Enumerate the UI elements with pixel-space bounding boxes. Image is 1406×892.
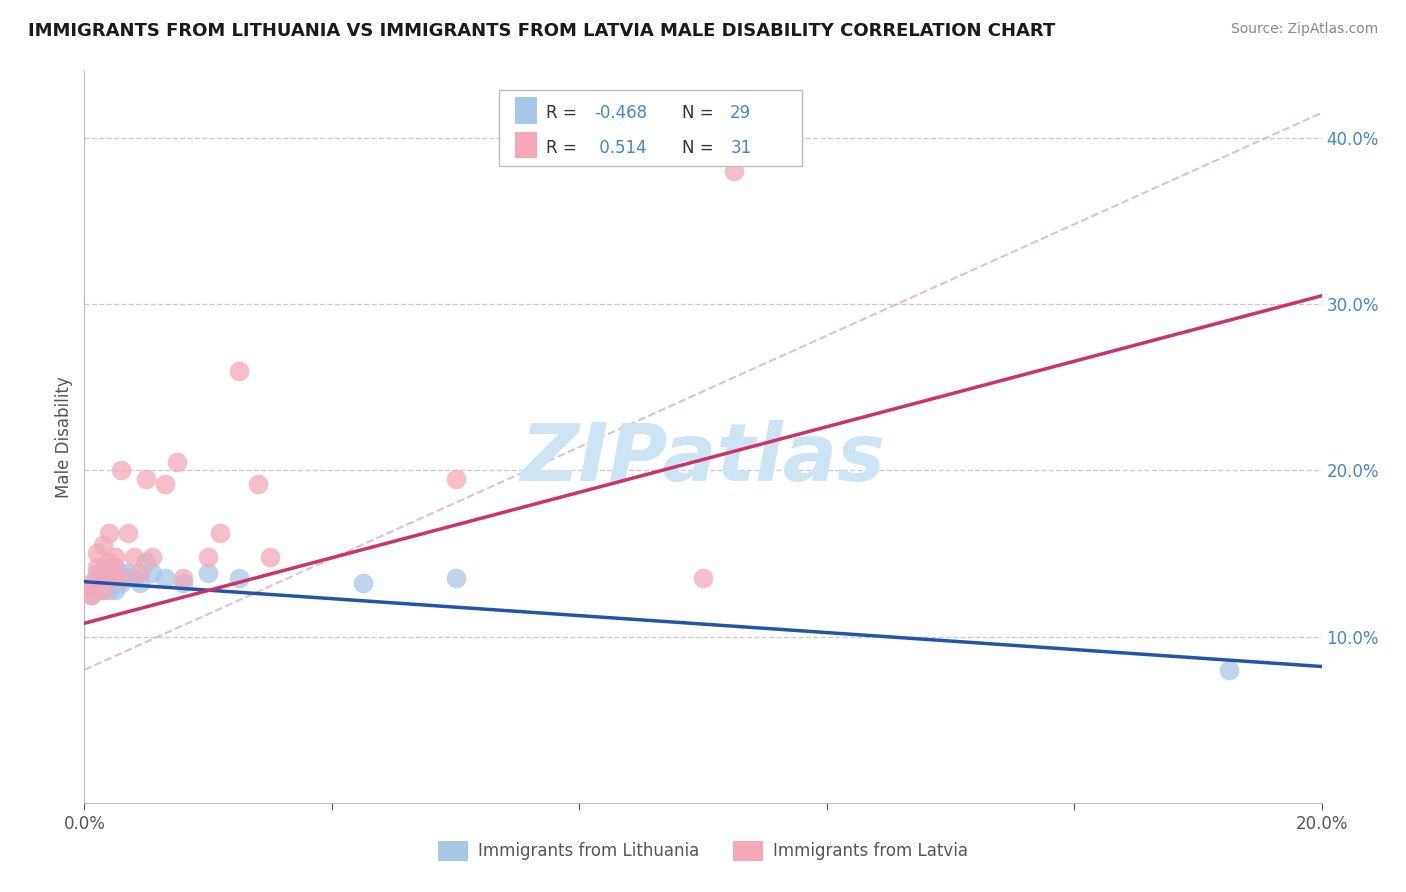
Point — [104, 559, 127, 574]
Point — [86, 566, 108, 581]
Point — [444, 571, 467, 585]
Point — [86, 571, 108, 585]
Point — [110, 566, 132, 581]
Point — [197, 549, 219, 564]
Text: R =: R = — [546, 103, 582, 122]
Point — [172, 576, 194, 591]
Point — [91, 582, 114, 597]
Text: -0.468: -0.468 — [595, 103, 647, 122]
Point — [91, 582, 114, 597]
Point — [79, 580, 101, 594]
Point — [1218, 663, 1240, 677]
Text: R =: R = — [546, 138, 582, 156]
Point — [79, 588, 101, 602]
Point — [91, 563, 114, 577]
Point — [129, 576, 152, 591]
Point — [153, 571, 176, 585]
Point — [104, 582, 127, 597]
Point — [122, 549, 145, 564]
Point — [110, 576, 132, 591]
Point — [723, 164, 745, 178]
Point — [91, 571, 114, 585]
Point — [172, 571, 194, 585]
Point — [98, 566, 121, 581]
Text: 29: 29 — [730, 103, 751, 122]
Point — [86, 546, 108, 560]
Point — [104, 549, 127, 564]
Point — [166, 455, 188, 469]
Point — [259, 549, 281, 564]
Point — [79, 582, 101, 597]
Point — [444, 472, 467, 486]
Point — [135, 555, 157, 569]
Point — [79, 576, 101, 591]
Text: N =: N = — [682, 103, 718, 122]
Point — [86, 576, 108, 591]
Point — [98, 582, 121, 597]
Point — [104, 566, 127, 581]
Point — [86, 582, 108, 597]
Point — [98, 526, 121, 541]
Point — [228, 363, 250, 377]
Point — [197, 566, 219, 581]
Point — [122, 571, 145, 585]
Point — [209, 526, 232, 541]
Text: N =: N = — [682, 138, 718, 156]
Y-axis label: Male Disability: Male Disability — [55, 376, 73, 498]
Text: IMMIGRANTS FROM LITHUANIA VS IMMIGRANTS FROM LATVIA MALE DISABILITY CORRELATION : IMMIGRANTS FROM LITHUANIA VS IMMIGRANTS … — [28, 22, 1056, 40]
Point — [117, 526, 139, 541]
FancyBboxPatch shape — [515, 132, 537, 159]
Point — [79, 588, 101, 602]
Point — [98, 576, 121, 591]
FancyBboxPatch shape — [499, 90, 801, 167]
Point — [86, 559, 108, 574]
Point — [135, 472, 157, 486]
Legend: Immigrants from Lithuania, Immigrants from Latvia: Immigrants from Lithuania, Immigrants fr… — [432, 834, 974, 868]
Point — [91, 538, 114, 552]
Point — [110, 463, 132, 477]
Point — [117, 566, 139, 581]
Text: 0.514: 0.514 — [595, 138, 647, 156]
Point — [141, 549, 163, 564]
Point — [692, 571, 714, 585]
Point — [352, 576, 374, 591]
Point — [98, 555, 121, 569]
Point — [141, 566, 163, 581]
Point — [228, 571, 250, 585]
Point — [153, 476, 176, 491]
Point — [104, 571, 127, 585]
Point — [129, 566, 152, 581]
Point — [246, 476, 269, 491]
Text: Source: ZipAtlas.com: Source: ZipAtlas.com — [1230, 22, 1378, 37]
Text: 31: 31 — [730, 138, 751, 156]
Point — [110, 571, 132, 585]
Point — [98, 571, 121, 585]
Point — [79, 582, 101, 597]
FancyBboxPatch shape — [515, 97, 537, 124]
Text: ZIPatlas: ZIPatlas — [520, 420, 886, 498]
